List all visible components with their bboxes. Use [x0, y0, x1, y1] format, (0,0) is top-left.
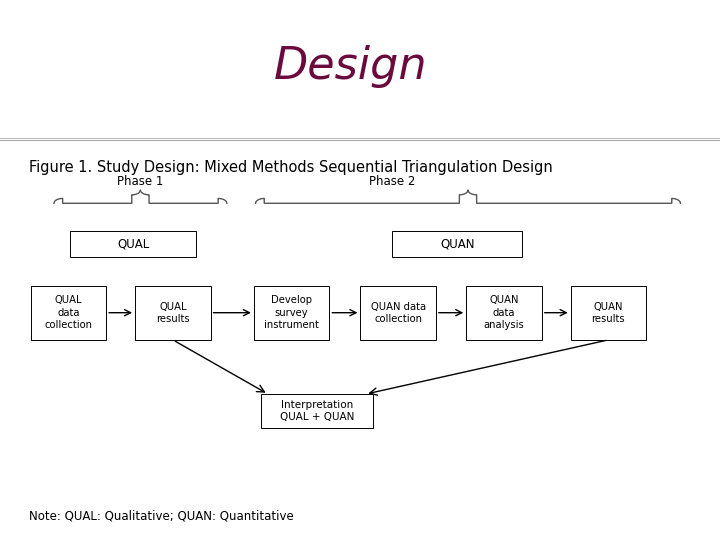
FancyBboxPatch shape	[254, 286, 330, 340]
Text: QUAL: QUAL	[117, 238, 149, 251]
FancyBboxPatch shape	[261, 394, 373, 428]
FancyBboxPatch shape	[135, 286, 210, 340]
FancyBboxPatch shape	[361, 286, 436, 340]
Text: Develop
survey
instrument: Develop survey instrument	[264, 295, 319, 330]
Text: Phase 2: Phase 2	[369, 175, 415, 188]
Text: QUAN
data
analysis: QUAN data analysis	[484, 295, 524, 330]
FancyBboxPatch shape	[392, 231, 522, 258]
FancyBboxPatch shape	[571, 286, 647, 340]
FancyBboxPatch shape	[467, 286, 541, 340]
Text: QUAL
results: QUAL results	[156, 301, 189, 324]
Text: QUAN: QUAN	[440, 238, 474, 251]
Text: QUAL
data
collection: QUAL data collection	[45, 295, 92, 330]
FancyBboxPatch shape	[71, 231, 196, 258]
Text: Phase 1: Phase 1	[117, 175, 163, 188]
Text: Note: QUAL: Qualitative; QUAN: Quantitative: Note: QUAL: Qualitative; QUAN: Quantitat…	[29, 509, 294, 522]
Text: QUAN
results: QUAN results	[592, 301, 625, 324]
FancyBboxPatch shape	[30, 286, 107, 340]
Text: QUAN data
collection: QUAN data collection	[371, 301, 426, 324]
Text: Design: Design	[274, 45, 427, 87]
Text: Figure 1. Study Design: Mixed Methods Sequential Triangulation Design: Figure 1. Study Design: Mixed Methods Se…	[29, 160, 552, 176]
Text: Interpretation
QUAL + QUAN: Interpretation QUAL + QUAN	[279, 400, 354, 422]
